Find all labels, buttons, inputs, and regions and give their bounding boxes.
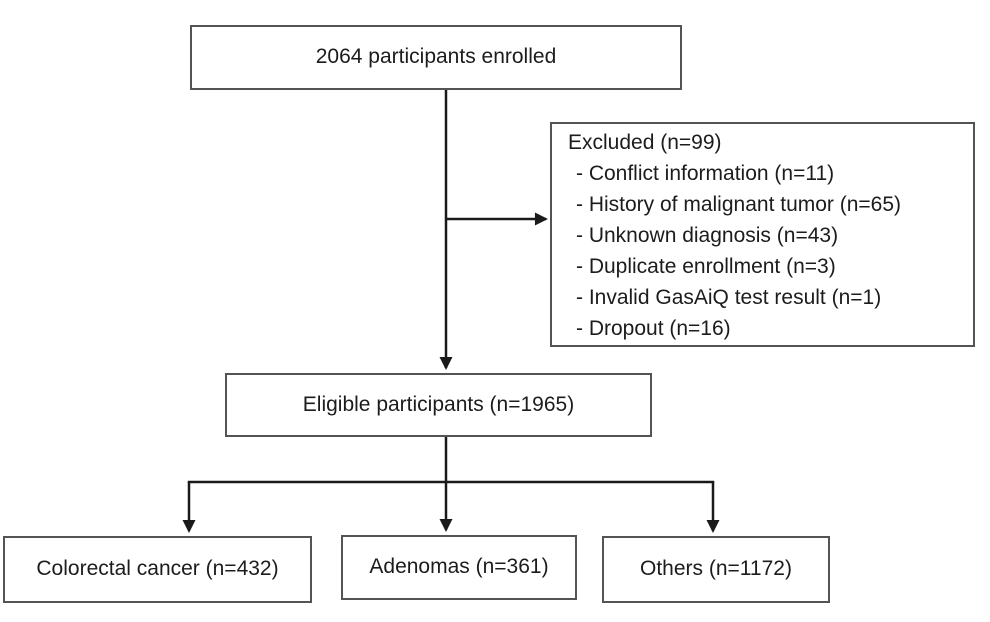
enrolled-label: 2064 participants enrolled bbox=[315, 45, 557, 69]
outcome-box-colorectal-cancer: Colorectal cancer (n=432) bbox=[3, 536, 312, 603]
outcome-box-adenomas: Adenomas (n=361) bbox=[341, 535, 577, 600]
eligible-label: Eligible participants (n=1965) bbox=[302, 392, 575, 416]
excluded-item: - History of malignant tumor (n=65) bbox=[576, 193, 902, 216]
excluded-item: - Conflict information (n=11) bbox=[576, 162, 835, 185]
outcome-label: Colorectal cancer (n=432) bbox=[36, 557, 279, 581]
outcome-box-others: Others (n=1172) bbox=[602, 536, 830, 603]
excluded-item: - Dropout (n=16) bbox=[576, 317, 731, 340]
enrolled-box: 2064 participants enrolled bbox=[190, 25, 682, 90]
outcome-label: Others (n=1172) bbox=[640, 557, 792, 581]
eligible-box: Eligible participants (n=1965) bbox=[225, 373, 652, 437]
excluded-item: - Duplicate enrollment (n=3) bbox=[576, 255, 836, 278]
excluded-item: - Invalid GasAiQ test result (n=1) bbox=[576, 286, 882, 309]
outcome-label: Adenomas (n=361) bbox=[369, 555, 549, 579]
excluded-box: Excluded (n=99) - Conflict information (… bbox=[550, 122, 975, 347]
excluded-title: Excluded (n=99) bbox=[568, 131, 722, 154]
excluded-item: - Unknown diagnosis (n=43) bbox=[576, 224, 839, 247]
